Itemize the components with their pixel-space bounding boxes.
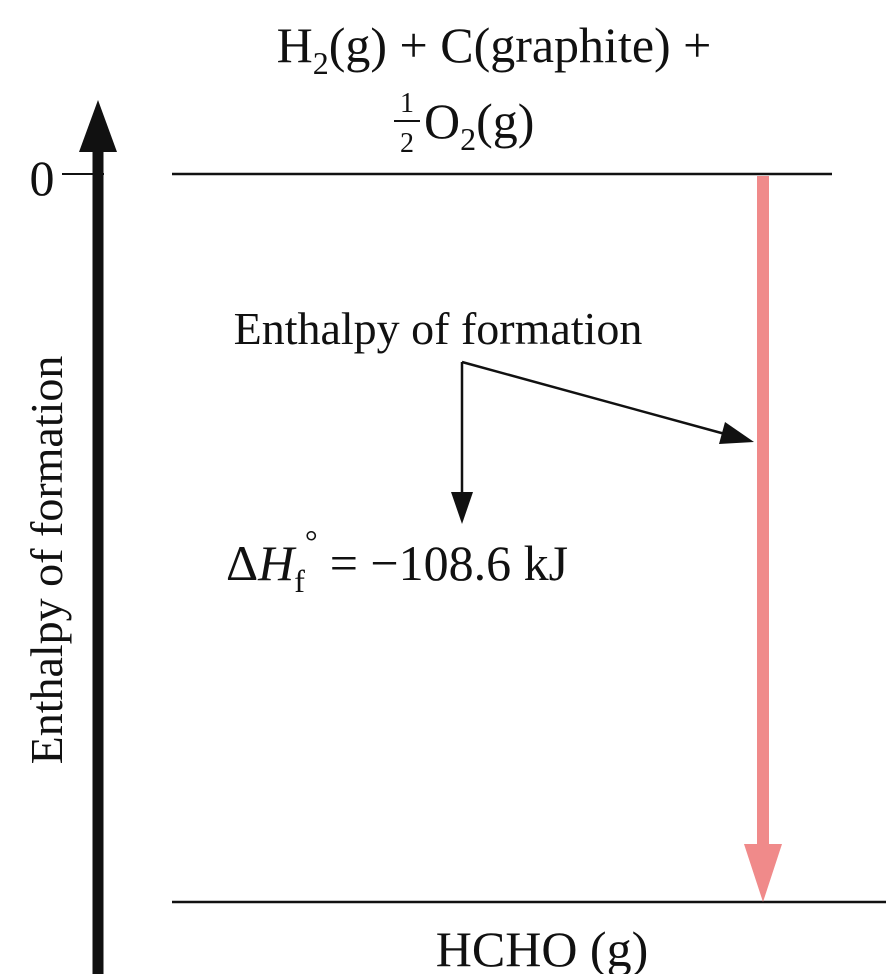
half-denominator: 2 [400, 128, 414, 159]
enthalpy-axis-arrowhead [79, 100, 117, 152]
delta-h-value: ΔHf° = −108.6 kJ [226, 523, 568, 599]
oxygen-formula: O2(g) [424, 93, 534, 157]
reactants-label-line2: 1 2 O2(g) [394, 88, 534, 159]
callout-diagonal-line [461, 360, 726, 436]
enthalpy-symbol: H [257, 535, 297, 591]
product-label: HCHO (g) [436, 921, 648, 974]
callout-diagonal-arrowhead [719, 422, 754, 444]
reactants-label-line1: H2(g) + C(graphite) + [277, 17, 712, 81]
reactant-h-subscript: 2 [313, 45, 329, 81]
reactant-o-rest: (g) [476, 93, 534, 149]
half-numerator: 1 [400, 88, 414, 119]
reactant-line1-rest: (g) + C(graphite) + [329, 17, 712, 73]
formation-subscript: f [294, 563, 305, 599]
enthalpy-change-arrowhead [744, 844, 782, 902]
reactant-o-subscript: 2 [460, 121, 476, 157]
callout-down-arrowhead [451, 492, 473, 524]
standard-degree-sign: ° [305, 523, 318, 559]
delta-symbol: Δ [226, 535, 258, 591]
reactant-h: H [277, 17, 313, 73]
reactant-o: O [424, 93, 460, 149]
annotation-label: Enthalpy of formation [234, 303, 643, 354]
axis-label: Enthalpy of formation [21, 356, 72, 765]
zero-tick-label: 0 [30, 150, 55, 206]
delta-h-number: = −108.6 kJ [330, 535, 568, 591]
